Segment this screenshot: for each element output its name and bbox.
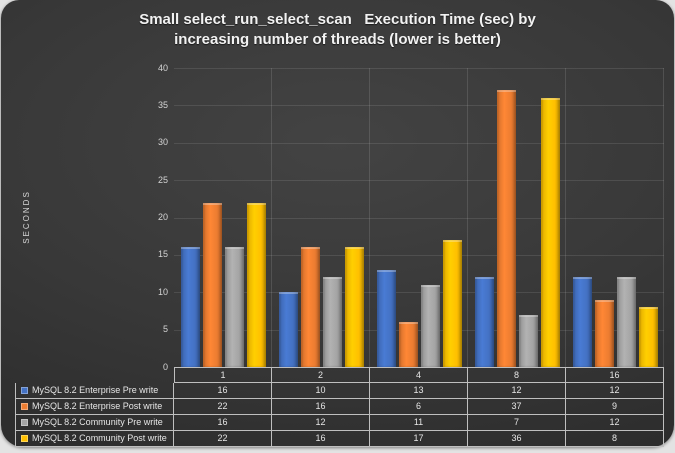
table-value-series3-threads16: 12: [566, 415, 664, 431]
table-value-series1-threads1: 16: [174, 383, 272, 399]
y-tick-label-35: 35: [157, 99, 168, 110]
table-value-series2-threads16: 9: [566, 399, 664, 415]
bar-series2-threads16: [594, 299, 614, 367]
table-value-series2-threads1: 22: [174, 399, 272, 415]
table-value-series3-threads2: 12: [272, 415, 370, 431]
table-header-threads-4: 4: [370, 367, 468, 383]
horizontal-gridline-35: [174, 105, 664, 107]
horizontal-gridline-5: [174, 329, 664, 331]
y-tick-label-0: 0: [162, 361, 168, 372]
y-axis-title: SECONDS: [22, 190, 31, 244]
bar-series1-threads2: [278, 292, 298, 367]
table-value-series4-threads8: 36: [468, 431, 566, 447]
vertical-gridline-2: [369, 68, 370, 367]
y-tick-label-5: 5: [162, 324, 168, 335]
table-value-series2-threads4: 6: [370, 399, 468, 415]
table-value-series3-threads4: 11: [370, 415, 468, 431]
horizontal-gridline-40: [174, 68, 664, 69]
bar-series1-threads1: [180, 247, 200, 367]
legend-swatch-series2: [21, 403, 28, 410]
horizontal-gridline-15: [174, 254, 664, 256]
table-value-series3-threads1: 16: [174, 415, 272, 431]
bar-series4-threads16: [638, 307, 658, 367]
bar-series4-threads8: [540, 97, 560, 367]
table-value-series4-threads4: 17: [370, 431, 468, 447]
horizontal-gridline-30: [174, 142, 664, 144]
bar-series1-threads4: [376, 269, 396, 367]
table-header-threads-2: 2: [272, 367, 370, 383]
chart-data-table: 1 2 4 8 16 MySQL 8.2 Enterprise Pre write 16 10…: [15, 367, 664, 447]
table-row-label-series1: MySQL 8.2 Enterprise Pre write: [15, 383, 174, 399]
table-header-threads-8: 8: [468, 367, 566, 383]
chart-title-line2: increasing number of threads (lower is b…: [174, 31, 501, 48]
table-value-series1-threads8: 12: [468, 383, 566, 399]
bar-series2-threads4: [398, 322, 418, 367]
horizontal-gridline-10: [174, 292, 664, 294]
vertical-gridline-3: [467, 68, 468, 367]
bar-series4-threads2: [344, 247, 364, 367]
y-tick-label-40: 40: [157, 62, 168, 73]
series-name: MySQL 8.2 Enterprise Post write: [32, 401, 163, 411]
horizontal-gridline-25: [174, 180, 664, 182]
legend-swatch-series1: [21, 387, 28, 394]
plot-area: [174, 68, 664, 367]
chart-title: Small select_run_select_scan Execution T…: [1, 10, 674, 50]
table-value-series1-threads16: 12: [566, 383, 664, 399]
bar-series1-threads8: [474, 277, 494, 367]
chart-title-line1: Small select_run_select_scan Execution T…: [139, 11, 536, 28]
table-value-series2-threads2: 16: [272, 399, 370, 415]
table-row-label-series3: MySQL 8.2 Community Pre write: [15, 415, 174, 431]
vertical-gridline-4: [565, 68, 566, 367]
table-value-series1-threads2: 10: [272, 383, 370, 399]
legend-swatch-series4: [21, 435, 28, 442]
table-header-threads-1: 1: [174, 367, 272, 383]
bar-series2-threads8: [496, 90, 516, 367]
legend-swatch-series3: [21, 419, 28, 426]
bar-series3-threads2: [322, 277, 342, 367]
table-corner-cell: [15, 367, 174, 383]
series-name: MySQL 8.2 Community Pre write: [32, 417, 163, 427]
y-tick-label-10: 10: [157, 286, 168, 297]
table-header-threads-16: 16: [566, 367, 664, 383]
bar-series3-threads4: [420, 284, 440, 367]
series-name: MySQL 8.2 Enterprise Pre write: [32, 385, 159, 395]
table-value-series4-threads2: 16: [272, 431, 370, 447]
table-row-label-series4: MySQL 8.2 Community Post write: [15, 431, 174, 447]
table-row-label-series2: MySQL 8.2 Enterprise Post write: [15, 399, 174, 415]
table-value-series4-threads16: 8: [566, 431, 664, 447]
bar-series3-threads1: [224, 247, 244, 367]
bar-series3-threads8: [518, 314, 538, 367]
y-tick-label-25: 25: [157, 174, 168, 185]
table-value-series2-threads8: 37: [468, 399, 566, 415]
y-tick-label-30: 30: [157, 137, 168, 148]
table-value-series1-threads4: 13: [370, 383, 468, 399]
bar-series4-threads4: [442, 239, 462, 367]
series-name: MySQL 8.2 Community Post write: [32, 433, 167, 443]
bar-series2-threads2: [300, 247, 320, 367]
table-value-series4-threads1: 22: [174, 431, 272, 447]
horizontal-gridline-20: [174, 217, 664, 219]
y-tick-label-20: 20: [157, 212, 168, 222]
bar-series3-threads16: [616, 277, 636, 367]
bar-series1-threads16: [572, 277, 592, 367]
bar-series4-threads1: [246, 202, 266, 367]
bar-series2-threads1: [202, 202, 222, 367]
table-value-series3-threads8: 7: [468, 415, 566, 431]
vertical-gridline-1: [271, 68, 272, 367]
vertical-gridline-5: [663, 68, 664, 367]
y-tick-label-15: 15: [157, 249, 168, 260]
